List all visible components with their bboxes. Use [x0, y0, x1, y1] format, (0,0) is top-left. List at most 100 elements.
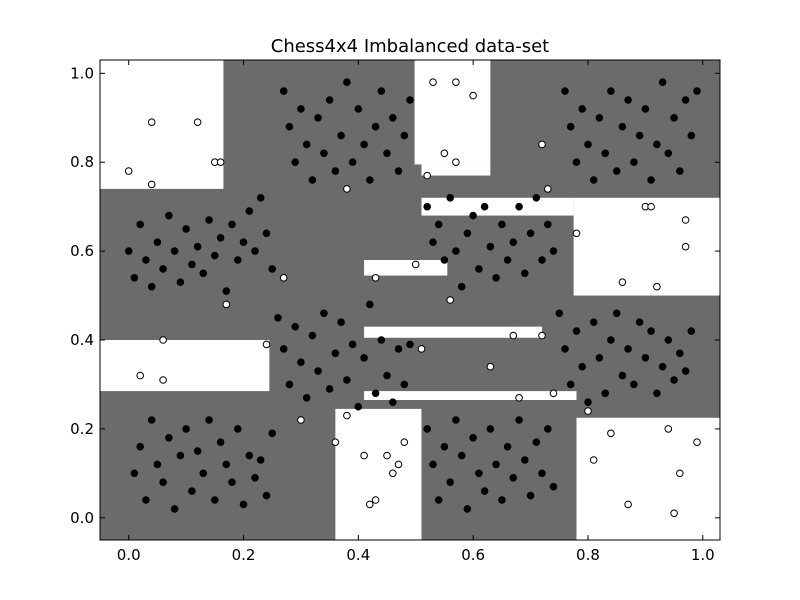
data-point-filled	[377, 87, 386, 95]
axes-frame	[99, 59, 721, 541]
data-point-hollow	[147, 118, 156, 126]
y-tick-label: 0.6	[70, 242, 94, 260]
data-point-filled	[348, 158, 357, 166]
data-point-filled	[262, 229, 271, 238]
data-point-filled	[406, 96, 414, 104]
data-point-filled	[394, 167, 403, 175]
data-point-filled	[515, 416, 523, 424]
y-tick-label: 0.0	[70, 509, 94, 527]
data-point-filled	[457, 282, 466, 291]
data-point-filled	[205, 216, 213, 224]
data-point-filled	[641, 105, 650, 113]
data-point-filled	[463, 229, 472, 238]
data-point-filled	[601, 149, 610, 158]
data-point-filled	[561, 345, 569, 353]
x-tick-label: 0.2	[232, 546, 256, 564]
data-point-hollow	[515, 394, 523, 402]
data-point-filled	[314, 114, 322, 122]
data-point-hollow	[394, 460, 403, 469]
data-point-hollow	[297, 416, 305, 424]
data-point-filled	[566, 380, 575, 389]
data-point-hollow	[343, 185, 351, 193]
data-point-filled	[509, 238, 518, 246]
data-point-filled	[389, 114, 397, 122]
data-point-filled	[360, 354, 368, 362]
data-point-filled	[434, 220, 443, 229]
data-point-filled	[658, 78, 667, 86]
data-point-filled	[325, 385, 334, 393]
data-point-filled	[193, 242, 202, 251]
data-point-filled	[492, 460, 500, 469]
data-point-filled	[400, 380, 409, 389]
decision-region	[100, 340, 270, 392]
data-point-hollow	[452, 78, 460, 86]
data-point-filled	[676, 167, 684, 175]
data-point-filled	[130, 469, 139, 478]
data-point-filled	[612, 167, 621, 175]
data-point-hollow	[664, 425, 673, 433]
data-point-filled	[216, 234, 225, 242]
data-point-filled	[234, 425, 242, 433]
data-point-hollow	[544, 185, 552, 193]
data-point-hollow	[124, 167, 133, 175]
data-point-hollow	[681, 242, 690, 251]
data-point-filled	[681, 96, 690, 104]
data-point-filled	[544, 220, 552, 229]
data-point-filled	[578, 362, 587, 371]
data-point-filled	[228, 220, 236, 229]
data-point-filled	[676, 349, 684, 358]
data-point-filled	[423, 425, 432, 433]
data-point-filled	[268, 265, 277, 273]
data-point-filled	[578, 105, 587, 113]
data-point-filled	[664, 336, 673, 344]
data-point-hollow	[400, 438, 409, 447]
decision-region	[516, 326, 543, 338]
data-point-filled	[136, 220, 144, 229]
data-point-filled	[245, 451, 254, 460]
data-point-hollow	[159, 376, 167, 384]
data-point-filled	[566, 122, 575, 131]
data-point-filled	[343, 78, 351, 86]
data-points	[124, 78, 701, 518]
data-point-filled	[446, 194, 455, 202]
decision-regions	[100, 60, 720, 540]
data-point-filled	[555, 309, 564, 318]
data-point-filled	[165, 211, 173, 220]
decision-region	[421, 164, 491, 176]
data-point-filled	[302, 140, 311, 149]
data-point-filled	[285, 380, 294, 389]
data-point-filled	[343, 376, 351, 384]
data-point-filled	[618, 122, 627, 131]
data-point-filled	[302, 394, 311, 402]
chart-title: Chess4x4 Imbalanced data-set	[271, 36, 550, 57]
y-tick-label: 0.4	[70, 331, 94, 349]
data-point-hollow	[343, 411, 351, 420]
data-point-hollow	[624, 500, 632, 509]
data-point-filled	[526, 491, 535, 500]
data-point-filled	[153, 238, 162, 246]
x-tick-label: 0.0	[117, 546, 141, 564]
data-point-filled	[452, 416, 460, 424]
x-tick-label: 0.6	[461, 546, 485, 564]
data-point-filled	[486, 242, 495, 251]
data-point-filled	[274, 314, 282, 322]
data-point-hollow	[331, 438, 340, 447]
data-point-filled	[124, 247, 133, 255]
data-point-filled	[199, 269, 208, 278]
data-point-filled	[670, 114, 678, 122]
data-point-filled	[653, 389, 661, 398]
data-point-hollow	[681, 216, 690, 224]
data-point-filled	[572, 158, 581, 166]
data-point-hollow	[216, 158, 225, 166]
data-point-filled	[687, 327, 696, 335]
data-point-filled	[251, 247, 259, 255]
data-point-hollow	[371, 274, 380, 282]
data-point-filled	[394, 345, 403, 353]
data-point-filled	[383, 149, 391, 158]
data-point-filled	[607, 87, 615, 95]
data-point-hollow	[423, 171, 432, 180]
data-point-filled	[297, 358, 305, 367]
data-point-filled	[463, 505, 472, 513]
data-point-filled	[647, 327, 655, 335]
data-point-filled	[176, 278, 185, 287]
